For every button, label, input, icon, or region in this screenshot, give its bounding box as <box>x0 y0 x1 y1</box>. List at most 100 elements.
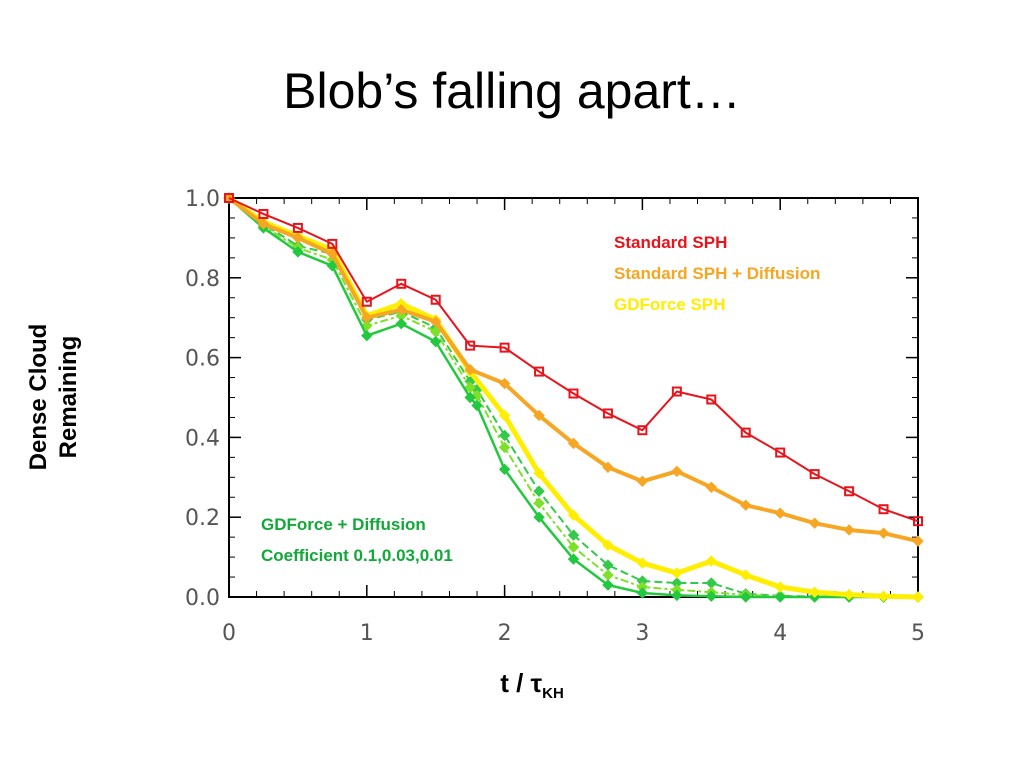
x-tick-label: 0 <box>222 621 236 646</box>
data-point-marker <box>534 366 545 377</box>
data-point-marker <box>602 461 614 474</box>
data-point-marker <box>567 509 580 521</box>
data-point-marker <box>498 429 511 442</box>
data-point-marker <box>705 481 718 493</box>
data-point-marker <box>292 222 303 233</box>
data-point-marker <box>361 311 373 324</box>
data-point-marker <box>602 579 614 591</box>
data-point-marker <box>671 567 683 579</box>
data-point-marker <box>429 335 442 348</box>
y-tick-label: 0.6 <box>185 347 220 372</box>
y-tick-label: 1.0 <box>185 187 220 212</box>
data-point-marker <box>602 539 614 551</box>
data-point-marker <box>602 408 613 419</box>
data-point-marker <box>671 386 682 397</box>
data-point-marker <box>636 475 649 487</box>
series-standard-sph <box>224 193 923 527</box>
x-tick-label: 1 <box>360 621 374 646</box>
legend-entry: GDForce SPH <box>614 295 725 314</box>
data-point-marker <box>636 587 649 599</box>
data-point-marker <box>429 315 442 328</box>
x-tick-label: 5 <box>911 621 925 646</box>
data-point-marker <box>533 485 545 497</box>
data-point-marker <box>774 581 786 593</box>
legend-entry: Standard SPH + Diffusion <box>614 264 820 283</box>
data-point-marker <box>878 504 889 515</box>
data-point-marker <box>465 340 476 351</box>
data-point-marker <box>395 317 407 330</box>
data-point-marker <box>257 218 270 230</box>
x-tick-label: 4 <box>773 621 787 646</box>
data-point-marker <box>844 486 855 497</box>
data-point-marker <box>740 427 751 438</box>
data-point-marker <box>671 589 683 602</box>
data-point-marker <box>808 586 821 598</box>
data-point-marker <box>877 527 890 539</box>
data-point-marker <box>808 517 821 529</box>
data-point-marker <box>498 409 511 422</box>
data-point-marker <box>499 342 510 353</box>
y-tick-label: 0.8 <box>185 267 220 292</box>
legend-entry: Standard SPH <box>614 233 727 252</box>
data-point-marker <box>464 363 476 376</box>
y-tick-label: 0.4 <box>185 426 220 451</box>
data-point-marker <box>361 296 372 307</box>
data-point-marker <box>326 248 339 260</box>
y-tick-label: 0.2 <box>185 506 220 531</box>
x-axis-label: t / τKH <box>472 668 592 702</box>
data-point-marker <box>912 535 924 547</box>
data-point-marker <box>740 499 752 511</box>
data-point-marker <box>671 465 683 478</box>
annotation-line: GDForce + Diffusion <box>261 515 426 534</box>
data-point-marker <box>292 246 304 258</box>
data-point-marker <box>567 553 580 565</box>
slide-title: Blob’s falling apart… <box>283 63 741 119</box>
x-axis-label-subscript: KH <box>542 685 564 702</box>
data-point-marker <box>809 469 820 480</box>
data-point-marker <box>913 516 923 527</box>
data-point-marker <box>567 437 580 450</box>
data-point-marker <box>533 497 545 509</box>
chart-text: 0 1 2 3 4 5 0.0 0.2 0.4 0.6 0.8 1.0 Standard SPH Stan… <box>185 187 925 646</box>
series-standard-sph-diffusion <box>223 192 924 547</box>
data-point-marker <box>464 391 476 404</box>
data-point-marker <box>224 193 234 203</box>
x-tick-label: 3 <box>635 621 649 646</box>
data-point-marker <box>430 294 441 305</box>
data-point-marker <box>292 232 304 244</box>
y-tick-label: 0.0 <box>185 586 220 611</box>
data-point-marker <box>471 399 483 412</box>
data-point-marker <box>533 409 545 422</box>
data-point-marker <box>637 425 648 436</box>
data-point-marker <box>327 238 338 249</box>
data-point-marker <box>774 507 786 519</box>
data-point-marker <box>533 511 545 523</box>
series-layer <box>223 192 924 603</box>
data-point-marker <box>396 278 407 289</box>
data-point-marker <box>877 590 890 602</box>
data-point-marker <box>740 591 752 603</box>
data-point-marker <box>706 394 717 405</box>
data-point-marker <box>740 569 752 581</box>
series-line <box>228 197 918 599</box>
data-point-marker <box>567 541 580 553</box>
series-line <box>228 197 919 523</box>
x-axis-label-main: t / τ <box>500 668 543 698</box>
data-point-marker <box>361 329 373 342</box>
data-point-marker <box>533 467 545 480</box>
annotation-line: Coefficient 0.1,0.03,0.01 <box>261 546 453 565</box>
data-point-marker <box>705 555 718 567</box>
data-point-marker <box>498 441 511 454</box>
data-point-marker <box>775 447 786 458</box>
data-point-marker <box>258 208 269 219</box>
data-point-marker <box>498 463 511 476</box>
data-point-marker <box>843 524 855 536</box>
data-point-marker <box>602 569 614 581</box>
data-point-marker <box>636 557 649 569</box>
data-point-marker <box>567 529 580 541</box>
data-point-marker <box>395 304 407 316</box>
data-point-marker <box>843 588 855 601</box>
data-point-marker <box>912 591 924 603</box>
data-point-marker <box>498 377 511 390</box>
